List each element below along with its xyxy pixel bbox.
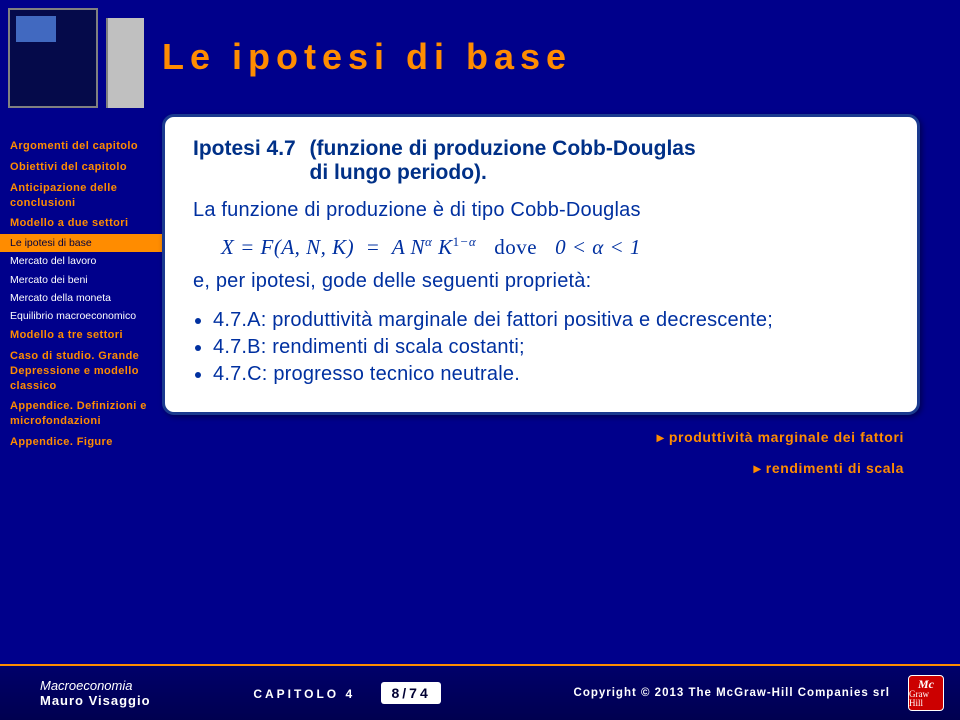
property-item: 4.7.C: progresso tecnico neutrale. — [213, 363, 889, 386]
hypothesis-number: Ipotesi 4.7 — [193, 137, 296, 161]
property-item: 4.7.B: rendimenti di scala costanti; — [213, 336, 889, 359]
related-link[interactable]: produttività marginale dei fattori — [162, 429, 904, 446]
sidebar-subitem[interactable]: Le ipotesi di base — [0, 234, 162, 252]
sidebar-item[interactable]: Appendice. Figure — [0, 432, 162, 453]
publisher-vertical-label: McGraw-Hill — [112, 24, 144, 106]
sidebar-item[interactable]: Appendice. Definizioni e microfondazioni — [0, 396, 162, 432]
book-cover-thumbnail: McGraw-Hill — [8, 8, 98, 108]
sidebar-item[interactable]: Argomenti del capitolo — [0, 136, 162, 157]
properties-list: 4.7.A: produttività marginale dei fattor… — [193, 309, 889, 386]
sidebar-subitem[interactable]: Mercato del lavoro — [0, 252, 162, 270]
sidebar-item[interactable]: Obiettivi del capitolo — [0, 157, 162, 178]
main-content: Le ipotesi di base Ipotesi 4.7 (funzione… — [162, 0, 960, 720]
hypothesis-lead: La funzione di produzione è di tipo Cobb… — [193, 199, 889, 222]
sidebar-item[interactable]: Modello a due settori — [0, 213, 162, 234]
copyright: Copyright © 2013 The McGraw-Hill Compani… — [574, 687, 890, 699]
related-links: produttività marginale dei fattori rendim… — [162, 429, 920, 477]
equation: X = F(A, N, K) = A Nα K1−αdove0 < α < 1 — [221, 234, 889, 260]
book-author: Mauro Visaggio — [40, 693, 151, 708]
sidebar: McGraw-Hill Argomenti del capitoloObiett… — [0, 0, 162, 720]
hypothesis-tail: e, per ipotesi, gode delle seguenti prop… — [193, 270, 889, 293]
hypothesis-heading: Ipotesi 4.7 (funzione di produzione Cobb… — [193, 137, 889, 185]
nav-list: Argomenti del capitoloObiettivi del capi… — [0, 136, 162, 453]
sidebar-item[interactable]: Caso di studio. Grande Depressione e mod… — [0, 346, 162, 397]
page-title: Le ipotesi di base — [162, 36, 920, 78]
sidebar-subitem[interactable]: Mercato dei beni — [0, 271, 162, 289]
sidebar-item[interactable]: Anticipazione delle conclusioni — [0, 178, 162, 214]
property-item: 4.7.A: produttività marginale dei fattor… — [213, 309, 889, 332]
hypothesis-box: Ipotesi 4.7 (funzione di produzione Cobb… — [162, 114, 920, 415]
book-title: Macroeconomia — [40, 678, 151, 693]
sidebar-item[interactable]: Modello a tre settori — [0, 325, 162, 346]
publisher-logo-icon: Mc Graw Hill — [908, 675, 944, 711]
chapter-label: CAPITOLO 4 8/74 — [151, 685, 544, 701]
hypothesis-body: La funzione di produzione è di tipo Cobb… — [193, 199, 889, 386]
sidebar-subitem[interactable]: Equilibrio macroeconomico — [0, 307, 162, 325]
related-link[interactable]: rendimenti di scala — [162, 460, 904, 477]
book-info: Macroeconomia Mauro Visaggio — [40, 678, 151, 708]
sidebar-subitem[interactable]: Mercato della moneta — [0, 289, 162, 307]
page-number: 8/74 — [381, 682, 440, 704]
slide-page: McGraw-Hill Argomenti del capitoloObiett… — [0, 0, 960, 720]
hypothesis-name: (funzione di produzione Cobb-Douglas di … — [310, 137, 696, 185]
footer: Macroeconomia Mauro Visaggio CAPITOLO 4 … — [0, 664, 960, 720]
